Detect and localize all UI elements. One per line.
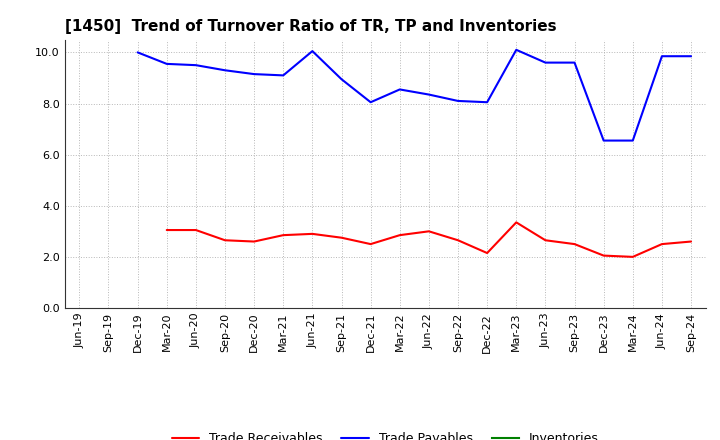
Line: Trade Receivables: Trade Receivables	[167, 222, 691, 257]
Trade Payables	[454, 98, 462, 103]
Trade Payables	[657, 54, 666, 59]
Trade Receivables	[220, 238, 229, 243]
Trade Payables	[133, 50, 142, 55]
Trade Receivables	[570, 242, 579, 247]
Legend: Trade Receivables, Trade Payables, Inventories: Trade Receivables, Trade Payables, Inven…	[166, 427, 604, 440]
Trade Payables	[425, 92, 433, 97]
Trade Payables	[250, 71, 258, 77]
Trade Receivables	[308, 231, 317, 237]
Trade Payables	[192, 62, 200, 68]
Trade Receivables	[395, 232, 404, 238]
Trade Receivables	[250, 239, 258, 244]
Trade Payables	[279, 73, 287, 78]
Trade Payables	[308, 48, 317, 54]
Text: [1450]  Trend of Turnover Ratio of TR, TP and Inventories: [1450] Trend of Turnover Ratio of TR, TP…	[65, 19, 557, 34]
Trade Receivables	[366, 242, 375, 247]
Trade Receivables	[337, 235, 346, 240]
Trade Receivables	[425, 229, 433, 234]
Trade Receivables	[599, 253, 608, 258]
Trade Receivables	[279, 232, 287, 238]
Trade Receivables	[541, 238, 550, 243]
Trade Receivables	[454, 238, 462, 243]
Trade Payables	[599, 138, 608, 143]
Trade Payables	[629, 138, 637, 143]
Trade Payables	[395, 87, 404, 92]
Trade Receivables	[687, 239, 696, 244]
Trade Payables	[483, 99, 492, 105]
Trade Payables	[220, 68, 229, 73]
Trade Payables	[163, 61, 171, 66]
Trade Receivables	[483, 250, 492, 256]
Trade Receivables	[512, 220, 521, 225]
Trade Payables	[687, 54, 696, 59]
Trade Payables	[541, 60, 550, 65]
Trade Receivables	[163, 227, 171, 233]
Line: Trade Payables: Trade Payables	[138, 50, 691, 140]
Trade Payables	[366, 99, 375, 105]
Trade Payables	[337, 77, 346, 82]
Trade Payables	[570, 60, 579, 65]
Trade Receivables	[657, 242, 666, 247]
Trade Receivables	[192, 227, 200, 233]
Trade Payables	[512, 47, 521, 52]
Trade Receivables	[629, 254, 637, 260]
